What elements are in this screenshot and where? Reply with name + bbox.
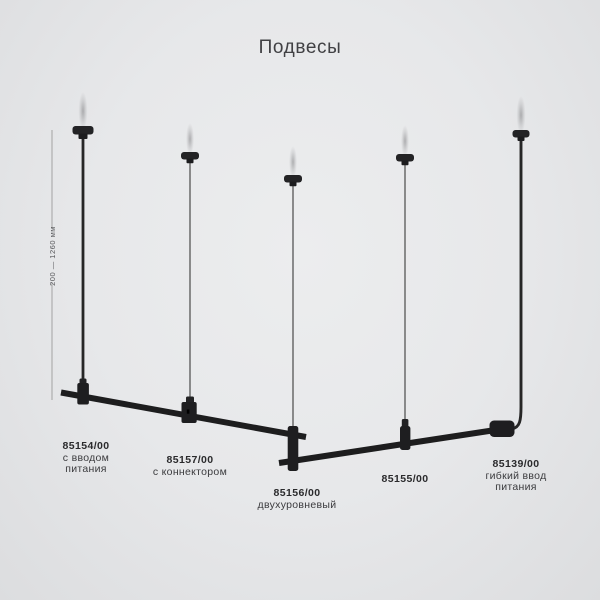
canopy-shadow-smudges [78,92,526,178]
suspension-lines [81,136,523,431]
product-label-85154: 85154/00 с вводом питания [62,440,110,476]
lower-track-rail [278,426,503,466]
product-label-85155: 85155/00 [381,473,429,486]
product-code: 85156/00 [273,487,321,499]
track-rails [60,389,503,466]
product-code: 85139/00 [492,458,540,470]
product-description-line: питания [495,481,537,493]
product-label-85139: 85139/00 гибкий ввод питания [485,458,547,494]
product-code: 85157/00 [166,454,214,466]
product-description-line: гибкий ввод [485,469,547,482]
product-label-85157: 85157/00 с коннектором [152,454,228,478]
ceiling-canopies [72,126,530,187]
product-description-line: с вводом [62,451,110,464]
connector-body-85157 [181,396,197,423]
product-description-line: питания [65,463,107,475]
product-description-line: двухуровневый [257,498,337,511]
canopy-85154 [72,126,94,139]
product-description-line: с коннектором [152,465,228,478]
flex-input-cylinder-85139 [489,420,515,437]
canopy-85157 [181,152,199,164]
power-input-body-85154 [77,378,89,405]
fixture-bodies [77,378,515,471]
product-code: 85154/00 [62,440,110,452]
dimension-indicator: 200 — 1260 мм [48,130,57,400]
product-code: 85155/00 [381,473,429,485]
canopy-85156 [284,175,302,187]
product-label-85156: 85156/00 двухуровневый [257,487,337,511]
page-title: Подвесы [258,37,342,58]
clamp-body-85155 [400,419,411,450]
canopy-85155 [396,154,414,166]
flexible-cord-85139 [510,136,523,431]
dimension-label: 200 — 1260 мм [48,226,57,286]
canopy-85139 [512,130,530,141]
two-level-post-85156 [287,426,299,471]
